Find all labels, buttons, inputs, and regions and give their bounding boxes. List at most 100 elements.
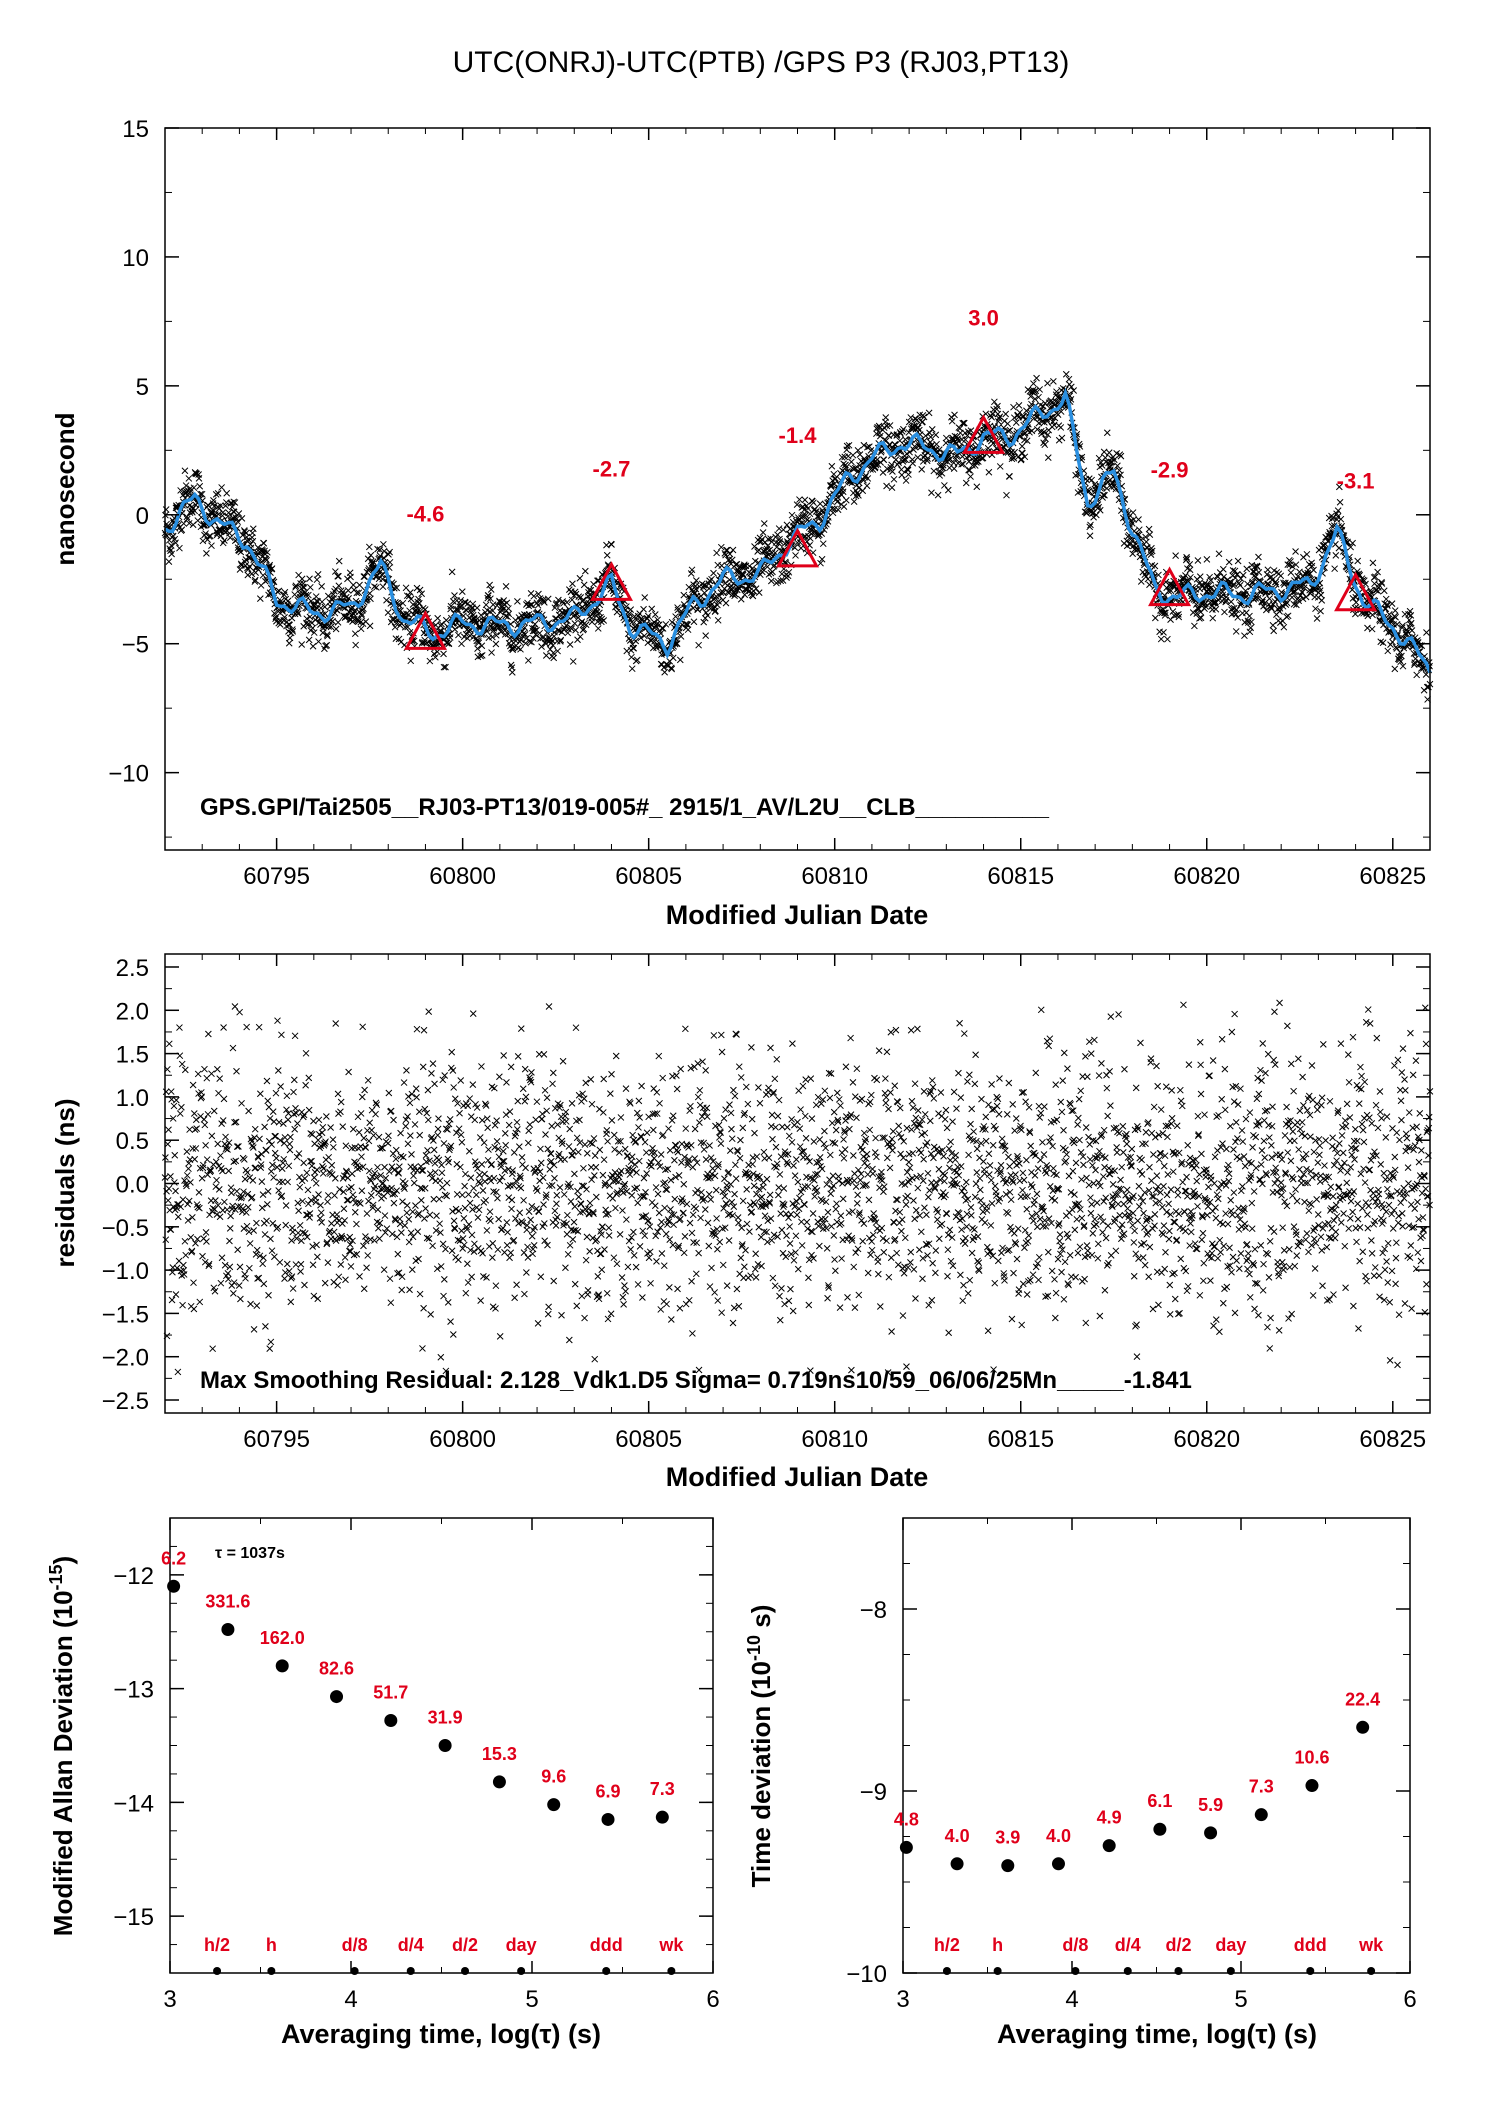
data-point xyxy=(717,1140,725,1147)
data-point xyxy=(347,1183,355,1191)
data-point xyxy=(478,1161,486,1168)
data-point xyxy=(256,595,264,602)
data-point xyxy=(437,627,445,635)
data-point xyxy=(467,1174,475,1182)
data-point xyxy=(374,1224,382,1232)
data-point xyxy=(1234,557,1242,565)
data-point xyxy=(537,1273,545,1281)
data-point xyxy=(353,1220,360,1228)
data-point xyxy=(325,1153,333,1161)
data-point xyxy=(621,1282,628,1289)
data-point xyxy=(492,640,500,648)
data-point xyxy=(1028,427,1036,435)
data-point xyxy=(816,500,824,508)
data-point xyxy=(305,591,312,599)
data-point xyxy=(487,595,494,603)
data-point xyxy=(290,1076,298,1084)
data-point xyxy=(673,1072,680,1079)
data-point xyxy=(544,1310,552,1318)
data-point xyxy=(424,1116,432,1124)
data-point xyxy=(751,1201,759,1208)
data-point xyxy=(336,1186,343,1193)
data-point xyxy=(416,1131,424,1139)
data-point xyxy=(617,1114,625,1121)
data-point xyxy=(710,569,717,577)
data-point xyxy=(385,1089,393,1097)
data-point xyxy=(329,617,336,625)
data-point xyxy=(176,1024,183,1031)
data-point xyxy=(520,1196,527,1204)
data-point xyxy=(192,1145,200,1152)
data-point xyxy=(1354,557,1362,565)
data-point xyxy=(429,1242,436,1250)
data-point xyxy=(315,638,322,645)
data-point xyxy=(545,1003,553,1010)
data-point xyxy=(597,1250,605,1258)
data-point xyxy=(231,499,239,506)
data-point xyxy=(581,1141,589,1148)
data-point xyxy=(1086,532,1094,540)
data-point xyxy=(286,634,294,642)
data-point xyxy=(165,1040,173,1048)
data-point xyxy=(165,558,173,565)
data-point xyxy=(285,1162,293,1170)
data-point xyxy=(589,1140,596,1148)
data-point xyxy=(488,1161,495,1168)
data-point xyxy=(591,1355,599,1363)
data-point xyxy=(1191,622,1198,630)
data-point xyxy=(399,1153,407,1161)
data-point xyxy=(329,1136,337,1143)
marker-label: -2.7 xyxy=(593,456,631,481)
data-point xyxy=(756,1173,763,1181)
data-point xyxy=(225,1139,233,1147)
data-point xyxy=(628,1192,636,1199)
data-point xyxy=(225,1167,233,1175)
data-point xyxy=(237,1295,244,1303)
data-point xyxy=(295,1207,302,1215)
data-point xyxy=(613,1260,621,1268)
data-point xyxy=(471,1116,479,1124)
data-point xyxy=(276,1258,284,1266)
data-point xyxy=(448,1247,456,1255)
data-point xyxy=(702,1067,710,1074)
data-point xyxy=(236,566,244,573)
data-point xyxy=(540,1051,548,1058)
data-point xyxy=(360,573,368,580)
data-point xyxy=(297,1268,304,1275)
data-point xyxy=(203,550,210,557)
data-point xyxy=(996,463,1004,470)
data-point xyxy=(199,1252,206,1260)
data-point xyxy=(267,1167,275,1175)
data-point xyxy=(183,1148,191,1155)
data-point xyxy=(462,1289,470,1297)
data-point xyxy=(178,526,186,534)
data-point xyxy=(628,618,636,626)
data-point xyxy=(451,626,459,633)
data-point xyxy=(261,1231,269,1238)
data-point xyxy=(292,582,300,590)
data-point xyxy=(767,1044,774,1052)
data-point xyxy=(502,1111,510,1119)
data-point xyxy=(188,1213,196,1221)
data-point xyxy=(1288,594,1296,601)
data-point xyxy=(942,434,950,442)
data-point xyxy=(883,482,890,490)
data-point xyxy=(544,595,552,603)
data-point xyxy=(274,1067,282,1074)
data-point xyxy=(1423,629,1430,636)
data-point xyxy=(713,1215,720,1222)
data-point xyxy=(245,1107,252,1115)
data-point xyxy=(325,623,333,630)
data-point xyxy=(345,595,352,602)
data-point xyxy=(665,1125,672,1133)
data-point xyxy=(396,1163,403,1170)
data-point xyxy=(879,469,887,476)
data-point xyxy=(289,627,297,635)
data-point xyxy=(580,1095,588,1102)
data-point xyxy=(324,1259,332,1266)
data-point xyxy=(722,1106,729,1114)
data-point xyxy=(536,629,543,637)
data-point xyxy=(395,1170,402,1177)
data-point xyxy=(1010,403,1017,411)
data-point xyxy=(654,616,661,624)
